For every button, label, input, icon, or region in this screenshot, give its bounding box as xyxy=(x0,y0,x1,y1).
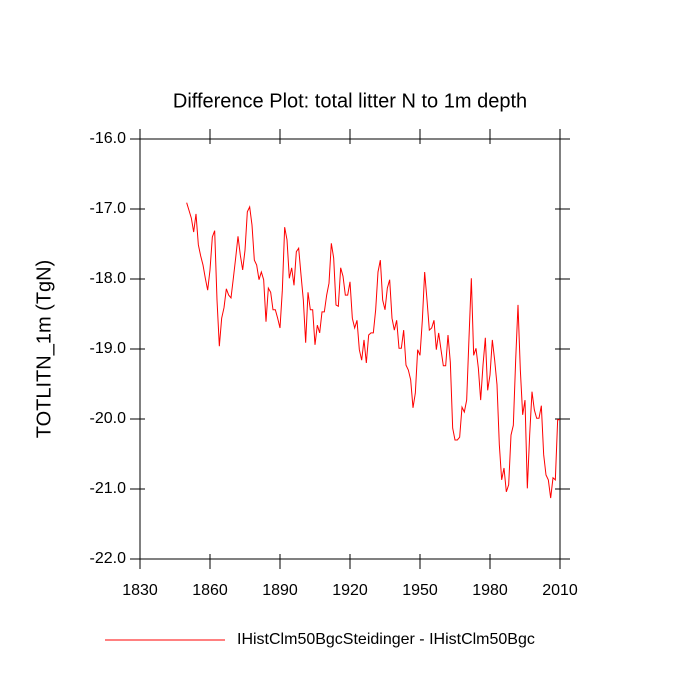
y-tick-label: -18.0 xyxy=(90,270,127,287)
x-tick-label: 2010 xyxy=(542,582,578,599)
plot-frame xyxy=(139,138,561,560)
x-tick-label: 1980 xyxy=(472,582,508,599)
x-tick-label: 1950 xyxy=(402,582,438,599)
x-tick-label: 1830 xyxy=(122,582,158,599)
y-tick-label: -16.0 xyxy=(90,130,127,147)
y-tick-label: -17.0 xyxy=(90,200,127,217)
x-tick-label: 1860 xyxy=(192,582,228,599)
x-tick-label: 1920 xyxy=(332,582,368,599)
y-tick-label: -19.0 xyxy=(90,340,127,357)
chart-title: Difference Plot: total litter N to 1m de… xyxy=(173,90,527,112)
legend-label: IHistClm50BgcSteidinger - IHistClm50Bgc xyxy=(237,631,535,648)
data-line xyxy=(186,202,560,499)
y-tick-label: -22.0 xyxy=(90,550,127,567)
x-tick-label: 1890 xyxy=(262,582,298,599)
y-tick-label: -21.0 xyxy=(90,480,127,497)
y-axis-label: TOTLITN_1m (TgN) xyxy=(33,260,55,439)
y-tick-label: -20.0 xyxy=(90,410,127,427)
